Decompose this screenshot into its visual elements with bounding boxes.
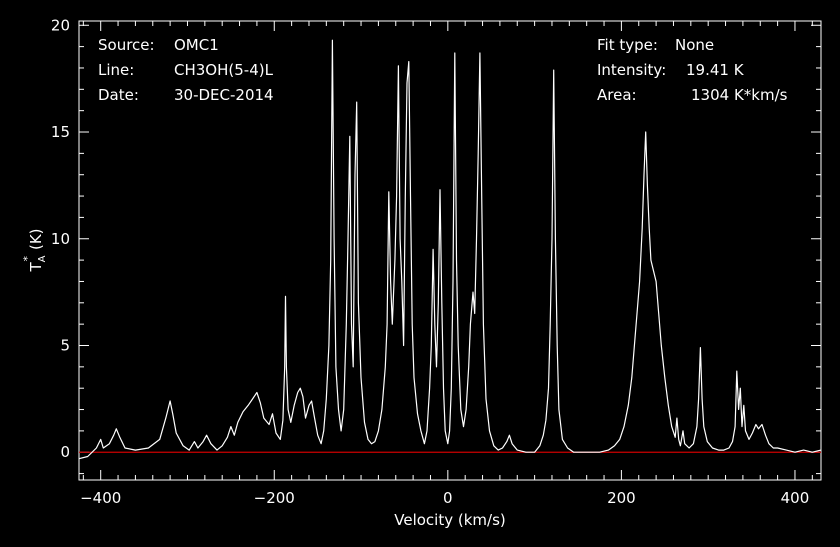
intensity-label: Intensity: [597,61,666,79]
y-tick-label: 0 [60,443,70,461]
spectrum-line [78,39,822,460]
y-tick-label: 15 [51,123,70,141]
area-value: 1304 K*km/s [691,86,788,104]
source-value: OMC1 [174,36,219,54]
y-axis-label-main: T [27,262,45,273]
y-axis-label: TA* (K) [21,228,48,272]
line-label: Line: [98,61,134,79]
x-tick-label: −200 [254,489,295,507]
intensity-value: 19.41 K [686,61,745,79]
axis-ticks [79,21,821,480]
svg-text:TA*(K): TA* (K) [21,228,48,272]
y-tick-label: 5 [60,337,70,355]
line-value: CH3OH(5-4)L [174,61,274,79]
x-tick-label: 200 [607,489,636,507]
source-label: Source: [98,36,155,54]
date-label: Date: [98,86,139,104]
tick-labels: −400 −200 0 200 400 0 5 10 15 20 [51,16,809,507]
x-tick-label: 400 [781,489,810,507]
x-tick-label: −400 [80,489,121,507]
y-tick-label: 10 [51,230,70,248]
x-axis-label: Velocity (km/s) [394,511,505,529]
y-axis-label-sub: A [37,255,48,262]
area-label: Area: [597,86,637,104]
y-axis-label-unit: (K) [27,228,45,250]
fit-type-label: Fit type: [597,36,658,54]
date-value: 30-DEC-2014 [174,86,274,104]
fit-type-value: None [675,36,714,54]
y-tick-label: 20 [51,16,70,34]
plot-frame [78,20,822,481]
x-tick-label: 0 [443,489,453,507]
y-axis-label-sup: * [21,256,34,262]
